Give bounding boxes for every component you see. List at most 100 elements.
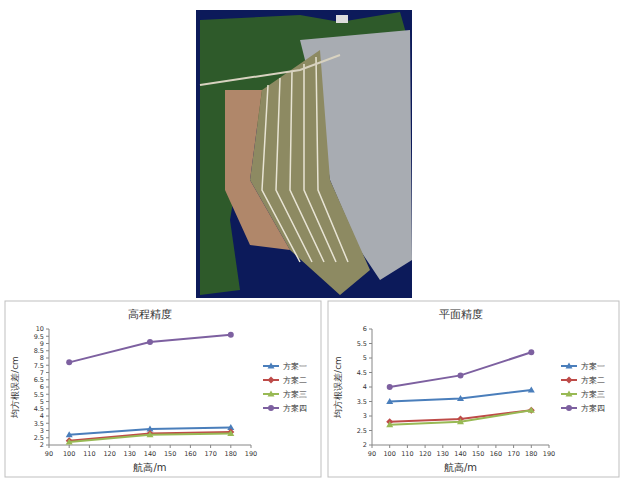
x-tick <box>69 445 70 448</box>
y-tick-label: 5.5 <box>34 391 44 399</box>
y-tick <box>46 358 49 359</box>
y-tick <box>46 408 49 409</box>
y-tick-label: 7 <box>40 369 44 377</box>
dam-berm <box>304 64 336 262</box>
series-marker <box>386 398 393 404</box>
series-marker <box>227 428 234 435</box>
x-tick <box>109 445 110 448</box>
legend: 方案一方案二方案三方案四 <box>561 362 605 413</box>
y-tick <box>46 372 49 373</box>
x-axis-title: 航高/m <box>133 462 166 473</box>
x-tick <box>129 445 130 448</box>
y-tick <box>46 343 49 344</box>
y-tick <box>46 350 49 351</box>
y-tick-label: 5 <box>40 398 44 406</box>
x-tick-label: 180 <box>525 450 537 458</box>
x-tick-label: 100 <box>63 450 75 458</box>
chart-panel: 高程精度22.533.544.555.566.577.588.599.51090… <box>5 301 321 477</box>
series-line <box>69 335 231 363</box>
x-tick-label: 150 <box>164 450 176 458</box>
series-group <box>386 349 535 427</box>
x-tick-label: 130 <box>437 450 449 458</box>
x-tick-label: 130 <box>124 450 136 458</box>
series-marker <box>458 372 464 378</box>
x-tick-label: 170 <box>507 450 519 458</box>
x-tick <box>170 445 171 448</box>
y-tick <box>46 423 49 424</box>
y-tick <box>369 387 372 388</box>
x-tick-label: 110 <box>83 450 95 458</box>
x-tick <box>372 445 373 448</box>
y-tick-label: 2 <box>40 441 44 449</box>
legend-marker <box>566 363 573 369</box>
x-tick-label: 120 <box>103 450 115 458</box>
x-tick-label: 160 <box>184 450 196 458</box>
series-marker <box>66 439 73 445</box>
y-tick <box>369 401 372 402</box>
x-tick-label: 150 <box>472 450 484 458</box>
x-tick-label: 160 <box>490 450 502 458</box>
y-tick <box>46 401 49 402</box>
y-tick <box>46 379 49 380</box>
x-tick-label: 140 <box>454 450 466 458</box>
y-tick-label: 6 <box>40 383 44 391</box>
y-tick <box>46 437 49 438</box>
y-tick <box>46 329 49 330</box>
series-marker <box>147 339 153 345</box>
series-line <box>390 410 532 425</box>
y-tick <box>369 430 372 431</box>
series-marker <box>528 407 535 413</box>
y-tick <box>46 416 49 417</box>
y-tick-label: 3.5 <box>34 420 44 428</box>
y-tick-label: 4 <box>363 383 367 391</box>
page: 高程精度22.533.544.555.566.577.588.599.51090… <box>0 0 624 480</box>
series-marker <box>147 431 154 437</box>
chart-panel: 平面精度22.533.544.555.569010011012013014015… <box>328 301 619 477</box>
series-marker <box>66 431 73 437</box>
x-tick <box>230 445 231 448</box>
x-tick <box>210 445 211 448</box>
x-tick <box>425 445 426 448</box>
legend-label: 方案二 <box>581 376 605 385</box>
legend-marker <box>566 391 573 397</box>
y-tick <box>46 394 49 395</box>
x-tick-label: 180 <box>225 450 237 458</box>
x-tick <box>49 445 50 448</box>
series-marker <box>66 437 73 444</box>
y-axis-title: 均方根误差/cm <box>10 356 20 419</box>
x-tick-label: 90 <box>368 450 376 458</box>
series-group <box>66 332 235 445</box>
x-tick <box>442 445 443 448</box>
x-tick <box>190 445 191 448</box>
y-tick <box>46 336 49 337</box>
y-tick <box>369 329 372 330</box>
legend-label: 方案三 <box>283 390 307 399</box>
dam-berm <box>276 78 312 262</box>
y-tick <box>46 430 49 431</box>
x-tick <box>495 445 496 448</box>
series-marker <box>457 418 464 424</box>
y-tick <box>369 416 372 417</box>
series-marker <box>227 430 234 436</box>
series-marker <box>387 384 393 390</box>
x-tick-label: 100 <box>383 450 395 458</box>
x-tick <box>549 445 550 448</box>
y-tick-label: 5 <box>363 354 367 362</box>
x-tick <box>478 445 479 448</box>
x-tick <box>389 445 390 448</box>
legend-marker <box>566 377 573 384</box>
x-tick <box>460 445 461 448</box>
x-tick <box>531 445 532 448</box>
x-tick-label: 170 <box>204 450 216 458</box>
x-tick <box>89 445 90 448</box>
y-tick-label: 9.5 <box>34 333 44 341</box>
y-axis-title: 均方根误差/cm <box>333 356 343 419</box>
series-marker <box>528 386 535 392</box>
y-tick-label: 2.5 <box>34 434 44 442</box>
dam-berm <box>316 57 348 262</box>
y-tick-label: 8 <box>40 354 44 362</box>
y-tick <box>46 387 49 388</box>
legend-label: 方案四 <box>581 404 605 413</box>
legend: 方案一方案二方案三方案四 <box>263 362 307 413</box>
series-line <box>390 390 532 402</box>
